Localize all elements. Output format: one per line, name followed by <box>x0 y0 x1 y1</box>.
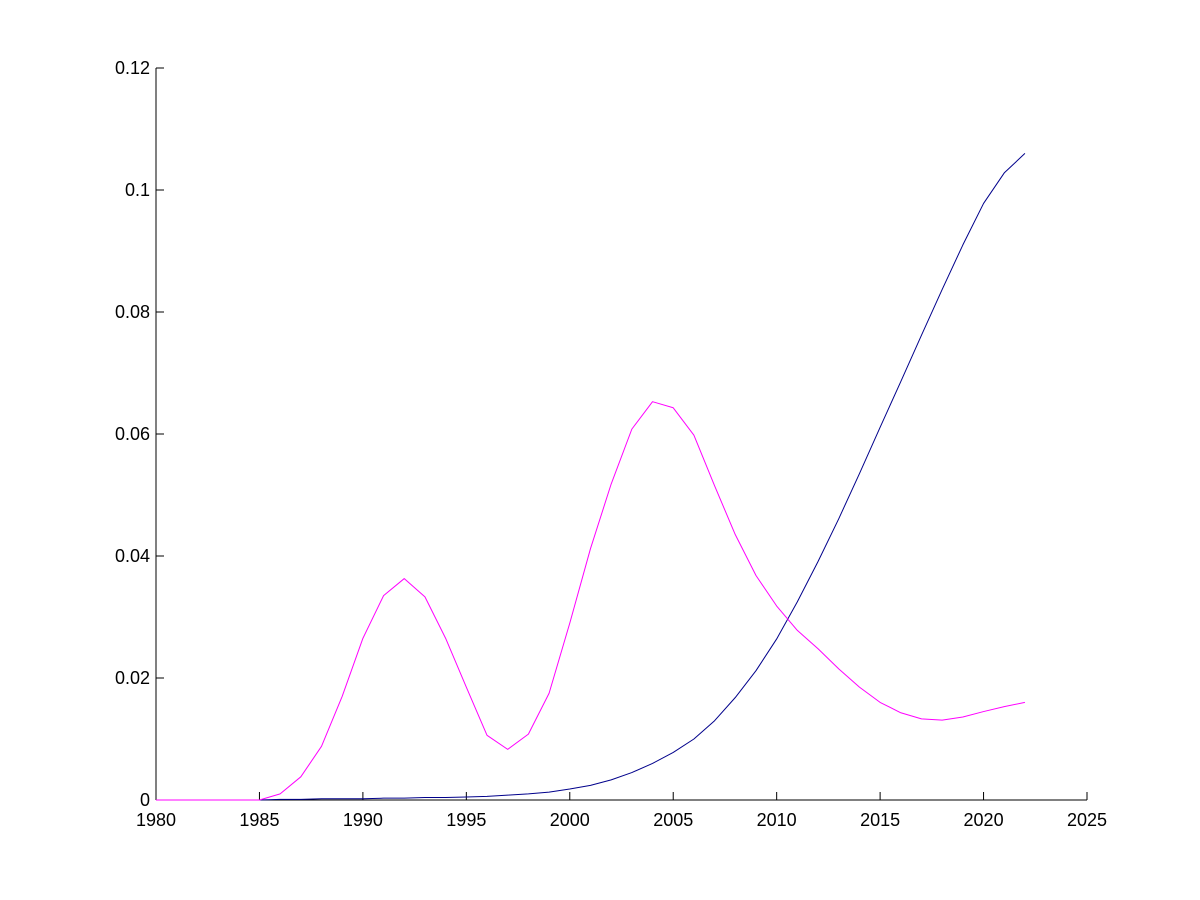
x-tick-label: 2020 <box>964 810 1004 830</box>
plot-lines <box>156 153 1026 801</box>
x-tick-label: 2025 <box>1067 810 1107 830</box>
x-tick-label: 2010 <box>757 810 797 830</box>
y-tick-label: 0.02 <box>115 668 150 688</box>
x-tick-label: 1995 <box>446 810 486 830</box>
x-tick-label: 1985 <box>239 810 279 830</box>
y-tick-label: 0.12 <box>115 58 150 78</box>
x-tick-label: 1990 <box>343 810 383 830</box>
x-tick-label: 2000 <box>550 810 590 830</box>
y-tick-label: 0.1 <box>125 180 150 200</box>
x-tick-label: 2015 <box>860 810 900 830</box>
series-line-2 <box>156 401 1026 801</box>
y-tick-label: 0.04 <box>115 546 150 566</box>
x-tick-label: 2005 <box>653 810 693 830</box>
y-tick-label: 0.08 <box>115 302 150 322</box>
axes: 1980 1985 1990 1995 2000 2005 2010 2015 2020 2025… <box>115 58 1107 830</box>
y-tick-label: 0.06 <box>115 424 150 444</box>
x-tick-label: 1980 <box>136 810 176 830</box>
series-line-1 <box>156 153 1026 801</box>
y-tick-label: 0 <box>140 790 150 810</box>
